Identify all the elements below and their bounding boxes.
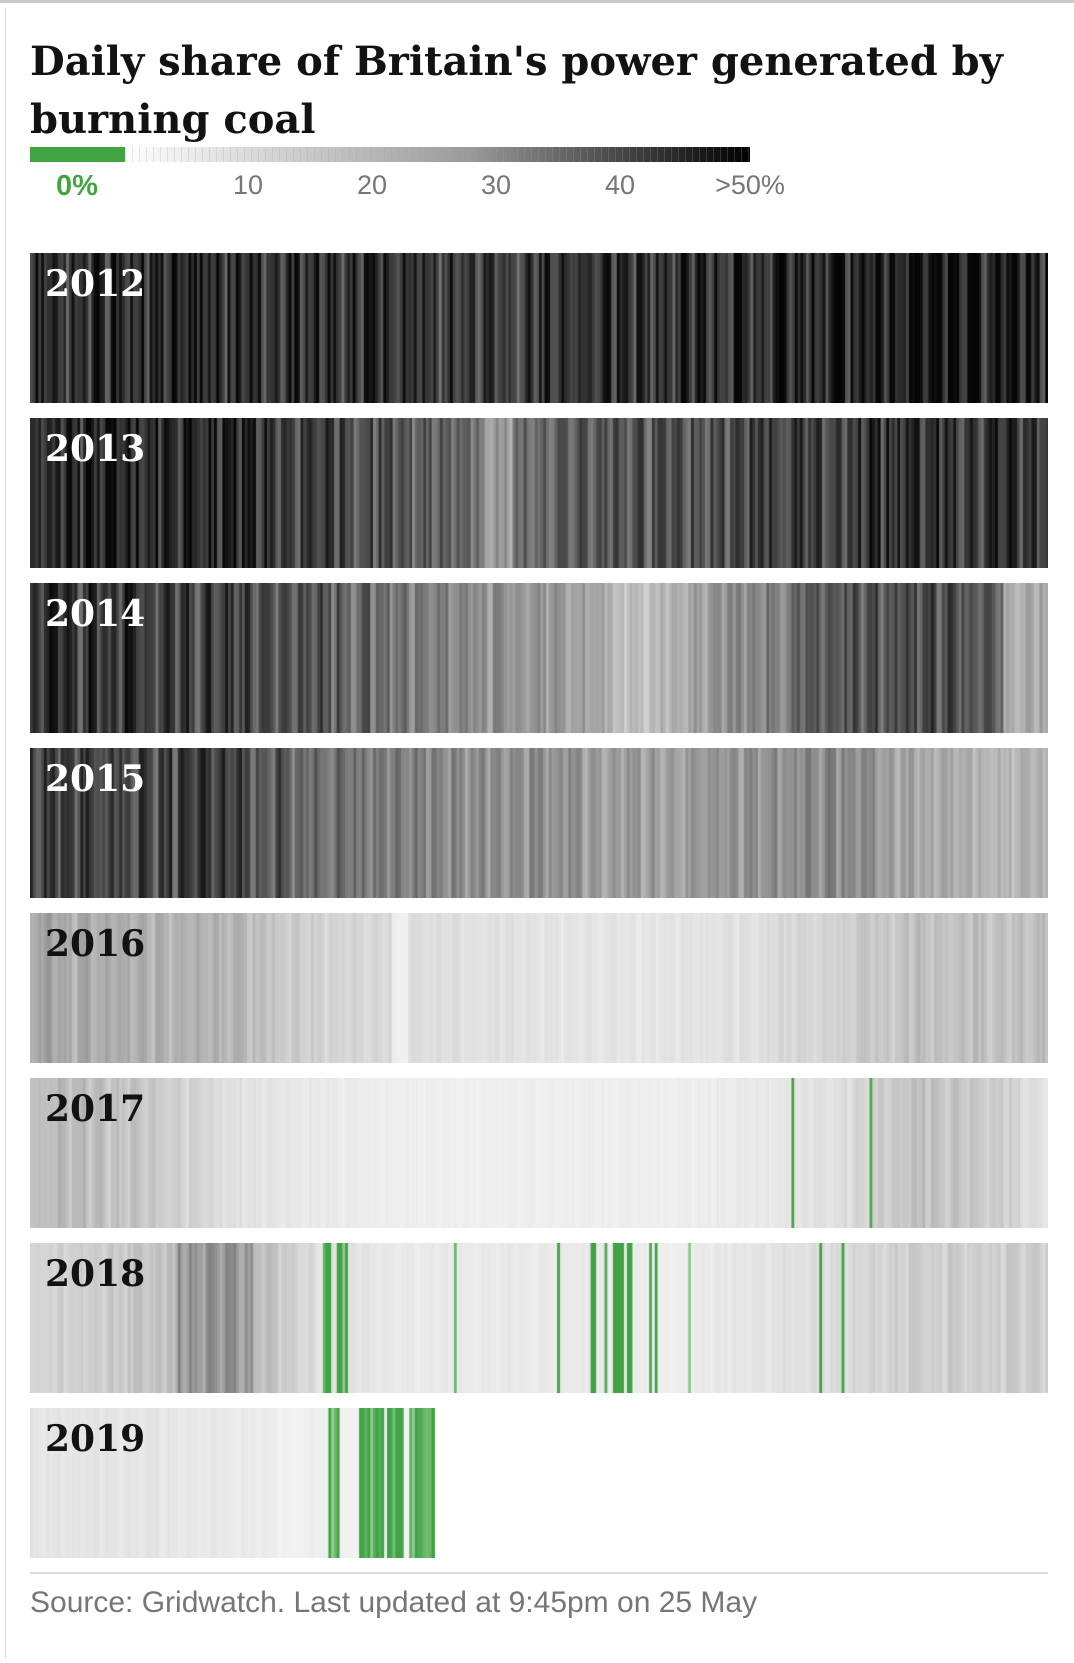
chart-title: Daily share of Britain's power generated…: [30, 37, 1003, 143]
year-label-2014: 2014: [45, 593, 146, 635]
source-note: Source: Gridwatch. Last updated at 9:45p…: [30, 1586, 758, 1619]
scale-tick-0: 0%: [56, 170, 98, 202]
year-label-2012: 2012: [45, 263, 146, 305]
color-scale-gradient: [125, 147, 750, 162]
strip-2019: 2019: [30, 1408, 1048, 1558]
color-scale-bar: [30, 147, 750, 162]
strip-2017: 2017: [30, 1078, 1048, 1228]
scale-tick-40: 40: [604, 170, 636, 200]
color-scale-labels: 0% 10 20 30 40 >50%: [0, 170, 1074, 210]
coal-strip-canvas-2016: [30, 913, 1048, 1063]
coal-strip-canvas-2013: [30, 418, 1048, 568]
strip-2016: 2016: [30, 913, 1048, 1063]
coal-strip-canvas-2018: [30, 1243, 1048, 1393]
page-edge-line: [5, 8, 6, 1658]
color-scale-zero-segment: [30, 147, 125, 162]
year-label-2017: 2017: [45, 1088, 146, 1130]
coal-strip-canvas-2019: [30, 1408, 1048, 1558]
year-label-2016: 2016: [45, 923, 146, 965]
year-label-2018: 2018: [45, 1253, 146, 1295]
coal-strip-canvas-2014: [30, 583, 1048, 733]
coal-strip-canvas-2012: [30, 253, 1048, 403]
coal-strip-canvas-2017: [30, 1078, 1048, 1228]
scale-tick-10: 10: [232, 170, 264, 200]
year-label-2019: 2019: [45, 1418, 146, 1460]
coal-strip-canvas-2015: [30, 748, 1048, 898]
scale-tick-30: 30: [480, 170, 512, 200]
strip-2018: 2018: [30, 1243, 1048, 1393]
footer-divider: [30, 1572, 1048, 1574]
strip-2015: 2015: [30, 748, 1048, 898]
strip-2014: 2014: [30, 583, 1048, 733]
strip-2012: 2012: [30, 253, 1048, 403]
scale-tick-50: >50%: [715, 170, 785, 200]
window-top-edge: [0, 0, 1074, 3]
scale-tick-20: 20: [356, 170, 388, 200]
strip-2013: 2013: [30, 418, 1048, 568]
year-label-2013: 2013: [45, 428, 146, 470]
year-label-2015: 2015: [45, 758, 146, 800]
